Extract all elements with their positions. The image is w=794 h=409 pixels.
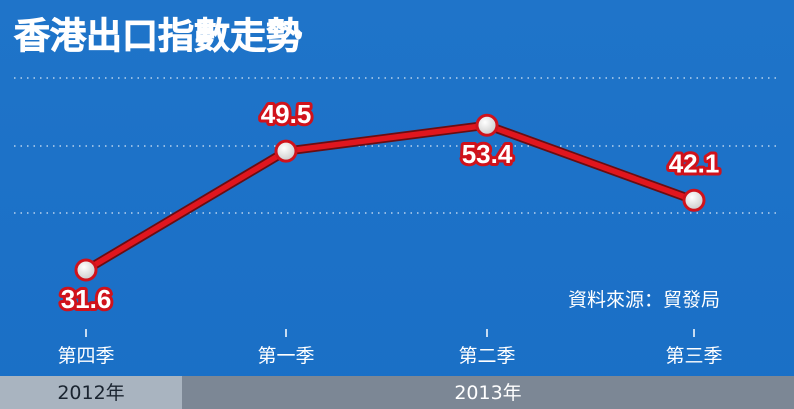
year-label: 2013年: [454, 382, 521, 404]
x-tick-label: 第四季: [57, 345, 114, 367]
value-label: 31.6: [61, 284, 112, 314]
point: [274, 139, 298, 163]
x-tick-label: 第三季: [665, 345, 722, 367]
point: [74, 258, 98, 282]
value-label: 49.5: [261, 99, 312, 129]
value-label: 42.1: [669, 148, 720, 178]
chart-title: 香港出口指數走勢: [14, 16, 302, 57]
point: [475, 113, 499, 137]
value-label: 53.4: [462, 139, 513, 169]
grid: [14, 77, 780, 214]
x-tick-label: 第一季: [257, 345, 314, 367]
year-label: 2012年: [57, 382, 124, 404]
line: [84, 122, 695, 273]
point: [682, 188, 706, 212]
year-band: [182, 376, 794, 409]
source: 資料來源：貿發局: [568, 289, 720, 311]
year-band: [0, 376, 182, 409]
x-tick-label: 第二季: [458, 345, 515, 367]
